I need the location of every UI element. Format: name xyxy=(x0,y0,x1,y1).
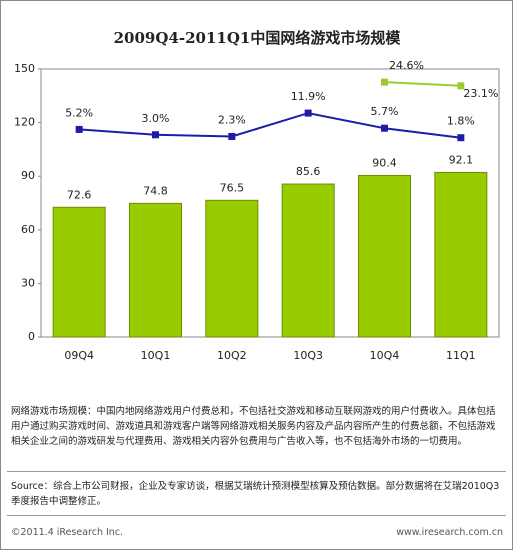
x-tick-label: 10Q2 xyxy=(217,349,247,362)
x-tick-label: 10Q1 xyxy=(141,349,171,362)
copyright: ©2011.4 iResearch Inc. xyxy=(11,527,124,538)
data-label: 11.9% xyxy=(291,90,326,103)
marker xyxy=(457,82,465,90)
y-tick-label: 90 xyxy=(21,169,35,182)
description: 网络游戏市场规模：中国内地网络游戏用户付费总和，不包括社交游戏和移动互联网游戏的… xyxy=(11,406,496,447)
x-tick-label: 10Q3 xyxy=(293,349,323,362)
chart-title: 2009Q4-2011Q1中国网络游戏市场规模 xyxy=(114,29,402,47)
marker xyxy=(381,124,388,132)
data-label: 1.8% xyxy=(447,115,475,128)
marker xyxy=(304,109,312,117)
divider xyxy=(7,515,506,516)
data-label: 72.6 xyxy=(67,188,92,201)
source: Source：综合上市公司财报，企业及专家访谈，根据艾瑞统计预测模型核算及预估数… xyxy=(11,481,500,507)
bar xyxy=(434,171,488,338)
data-label: 3.0% xyxy=(142,112,170,125)
data-label: 24.6% xyxy=(389,59,424,72)
y-tick-label: 30 xyxy=(21,276,35,289)
y-tick-label: 150 xyxy=(14,62,35,75)
website: www.iresearch.com.cn xyxy=(396,527,503,538)
bar xyxy=(52,206,106,338)
marker xyxy=(228,132,236,140)
line xyxy=(79,112,461,139)
bar xyxy=(129,202,182,338)
chart: 2009Q4-2011Q1中国网络游戏市场规模 0 30 60 90 120 150 09Q… xyxy=(14,29,500,362)
data-label: 90.4 xyxy=(372,156,397,169)
data-label: 5.7% xyxy=(371,105,399,118)
bar xyxy=(281,183,335,338)
bar xyxy=(358,174,411,338)
bar xyxy=(205,199,259,338)
marker xyxy=(381,78,388,86)
x-tick-label: 09Q4 xyxy=(64,349,94,362)
plot-frame xyxy=(40,68,500,338)
y-tick-label: 120 xyxy=(14,116,35,129)
x-tick-label: 10Q4 xyxy=(370,349,400,362)
data-label: 76.5 xyxy=(220,181,245,194)
x-tick-label: 11Q1 xyxy=(446,349,476,362)
y-tick-label: 60 xyxy=(21,223,35,236)
data-label: 23.1% xyxy=(463,87,498,100)
divider xyxy=(7,471,506,472)
data-label: 5.2% xyxy=(65,106,93,119)
marker xyxy=(457,134,465,142)
data-label: 74.8 xyxy=(143,184,168,197)
line xyxy=(384,81,461,87)
marker xyxy=(75,125,83,133)
data-label: 2.3% xyxy=(218,113,246,126)
data-label: 85.6 xyxy=(296,165,321,178)
y-tick-label: 0 xyxy=(28,330,35,343)
marker xyxy=(152,131,159,139)
data-label: 92.1 xyxy=(449,153,474,166)
